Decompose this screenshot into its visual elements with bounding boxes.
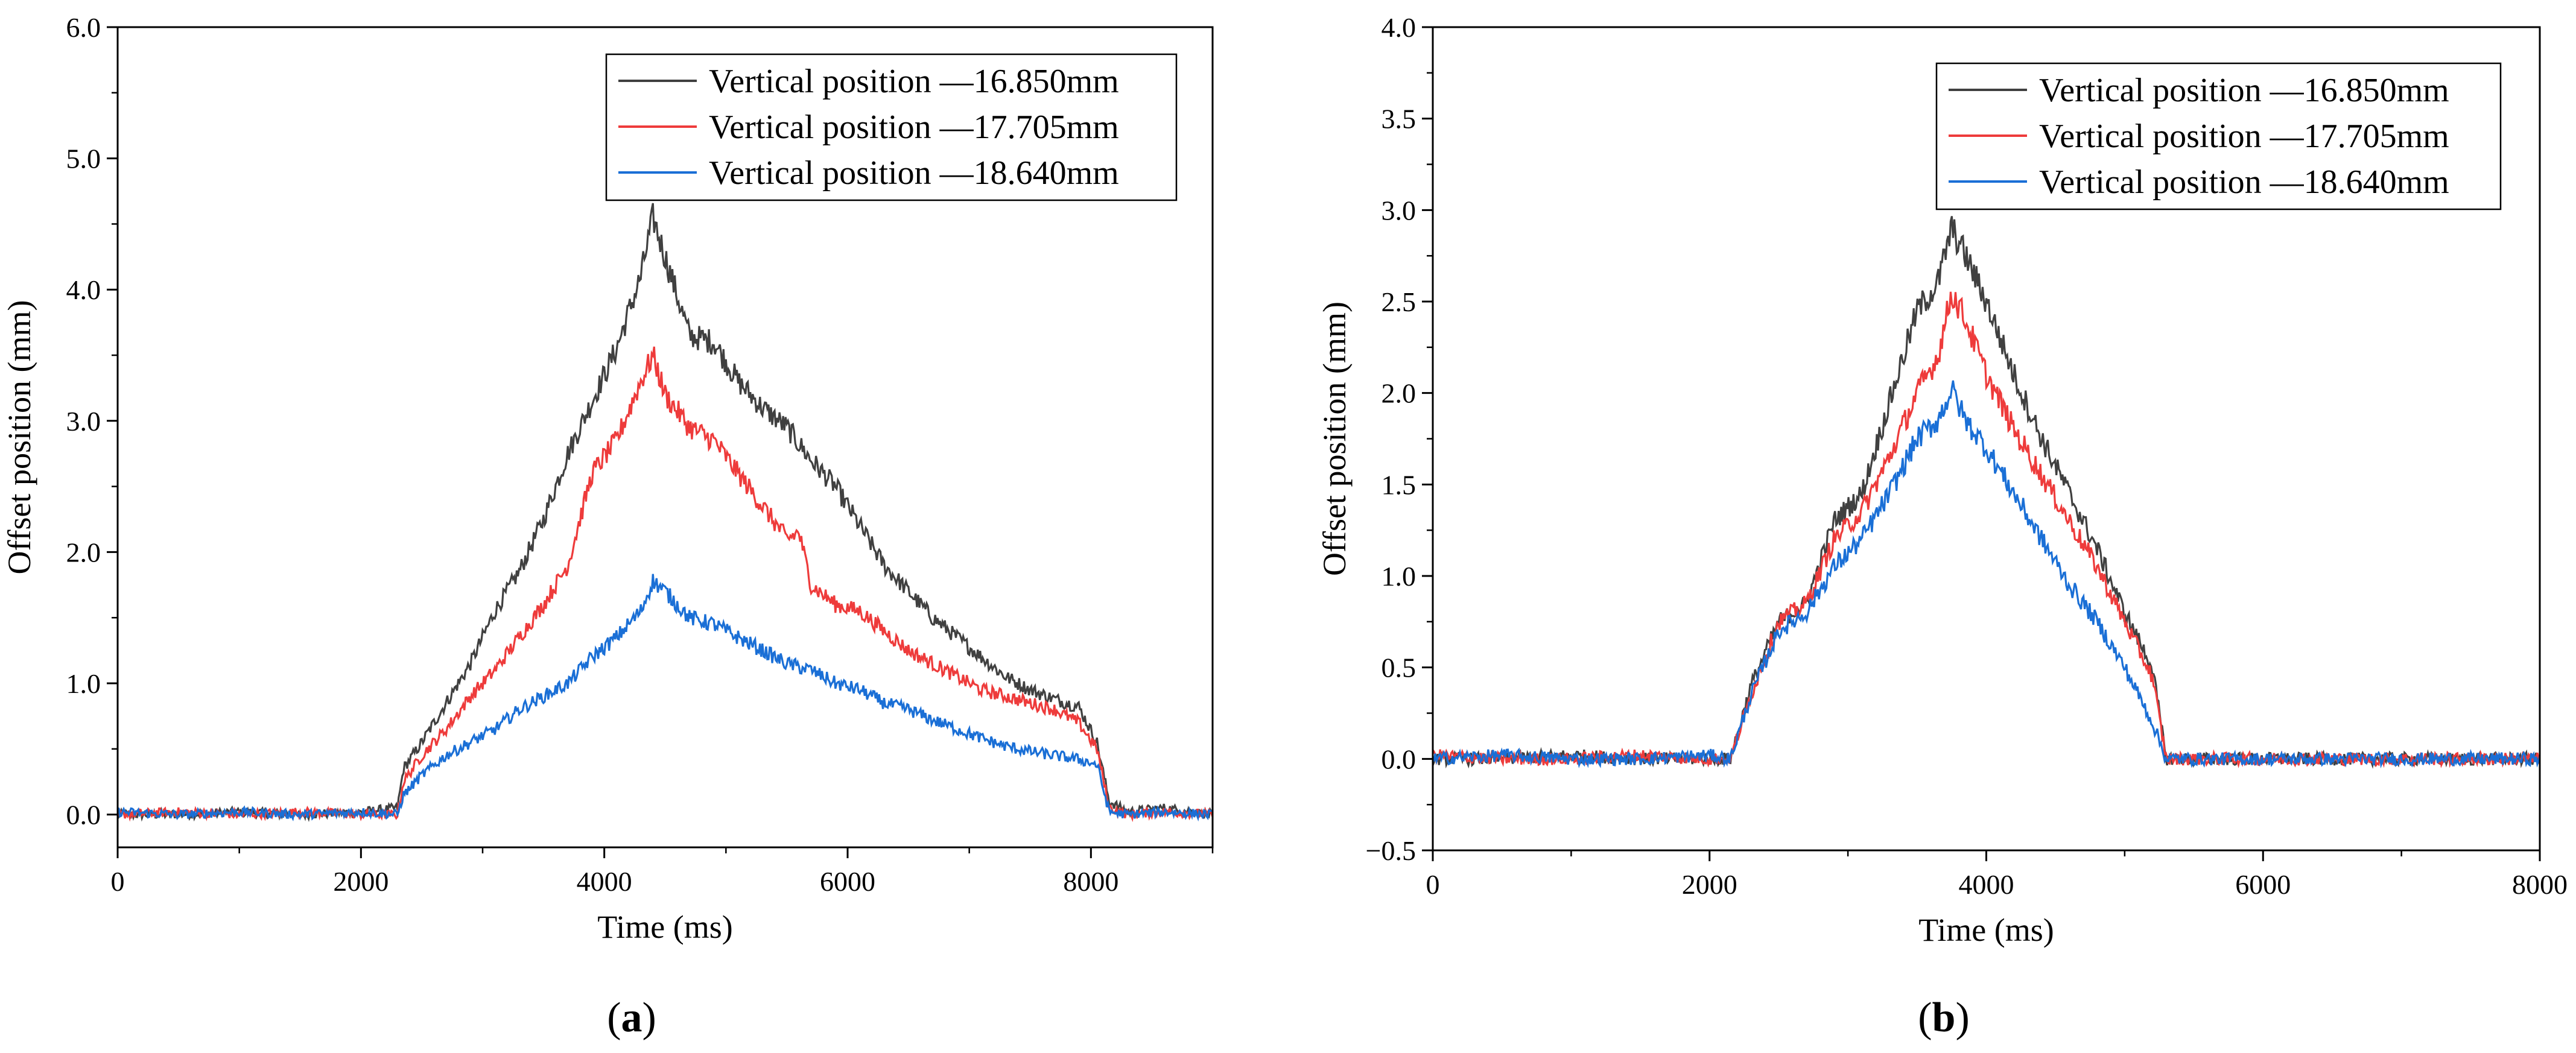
y-tick-label: 4.0: [1382, 12, 1416, 43]
legend-entry: Vertical position —18.640mm: [2039, 163, 2449, 201]
y-tick-label: 0.5: [1382, 653, 1416, 683]
y-tick-label: 0.0: [66, 800, 101, 830]
legend-entry: Vertical position —17.705mm: [2039, 118, 2449, 155]
chart-panel-b: 0 2000 4000 6000 8000 −0.5 0.0 0.5 1.0 1.5 2.0 2.5 3…: [1316, 12, 2568, 1041]
y-tick-label: −0.5: [1366, 835, 1416, 866]
panel-label: (a): [607, 994, 656, 1041]
legend-entry: Vertical position —17.705mm: [709, 109, 1119, 146]
x-tick-label: 4000: [1959, 869, 2014, 900]
y-tick-label: 1.0: [66, 668, 101, 699]
x-tick-label: 8000: [2512, 869, 2568, 900]
x-axis-label: Time (ms): [597, 909, 733, 945]
y-tick-label: 3.5: [1382, 104, 1416, 134]
series-line-1: [118, 203, 1213, 823]
y-tick-label: 2.0: [1382, 378, 1416, 409]
legend-box: [1935, 62, 2502, 210]
x-tick-label: 6000: [820, 866, 875, 897]
y-tick-label: 0.0: [1382, 744, 1416, 774]
y-axis-label: Offset position (mm): [1316, 302, 1353, 576]
x-tick-label: 0: [1426, 869, 1440, 900]
legend-box: [605, 53, 1178, 201]
plot-frame: [116, 26, 1214, 849]
x-tick-label: 0: [111, 866, 125, 897]
y-tick-label: 5.0: [66, 144, 101, 174]
series-line-2: [1433, 291, 2540, 768]
series-line-1: [1433, 216, 2540, 769]
y-tick-label: 2.5: [1382, 286, 1416, 317]
legend: Vertical position —16.850mm Vertical posi…: [1935, 62, 2502, 210]
panel-label: (b): [1918, 994, 1970, 1041]
y-tick-label: 3.0: [66, 406, 101, 437]
x-tick-label: 2000: [1682, 869, 1737, 900]
y-tick-label: 2.0: [66, 537, 101, 568]
y-tick-label: 1.0: [1382, 561, 1416, 592]
legend-entry: Vertical position —16.850mm: [709, 63, 1119, 100]
x-axis-label: Time (ms): [1918, 912, 2054, 948]
x-tick-label: 8000: [1063, 866, 1118, 897]
y-tick-label: 3.0: [1382, 195, 1416, 226]
series-line-2: [118, 346, 1213, 823]
legend-entry: Vertical position —16.850mm: [2039, 72, 2449, 109]
legend-entry: Vertical position —18.640mm: [709, 154, 1119, 192]
y-tick-label: 6.0: [66, 12, 101, 43]
x-tick-label: 2000: [333, 866, 389, 897]
series-line-3: [118, 574, 1213, 822]
y-axis-label: Offset position (mm): [1, 300, 37, 575]
series-line-3: [1433, 380, 2540, 769]
x-tick-label: 4000: [577, 866, 632, 897]
y-tick-label: 1.5: [1382, 469, 1416, 500]
x-tick-label: 6000: [2235, 869, 2291, 900]
y-tick-label: 4.0: [66, 274, 101, 305]
legend: Vertical position —16.850mm Vertical posi…: [605, 53, 1178, 201]
chart-panel-a: 0 2000 4000 6000 8000 0.0 1.0 2.0 3.0 4.0 5.0 6.0 Ti…: [1, 12, 1214, 1041]
